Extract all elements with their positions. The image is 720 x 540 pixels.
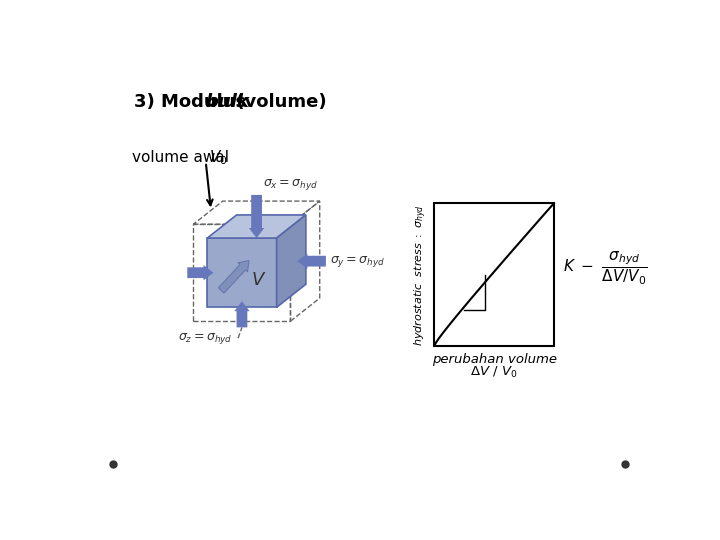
Text: V: V xyxy=(251,272,264,289)
FancyArrow shape xyxy=(234,301,250,327)
Text: $V_0$: $V_0$ xyxy=(209,148,228,166)
Text: $K\ -\ \dfrac{\sigma_{hyd}}{\Delta V/V_0}$: $K\ -\ \dfrac{\sigma_{hyd}}{\Delta V/V_0… xyxy=(563,249,647,287)
Text: volume awal: volume awal xyxy=(132,150,234,165)
Polygon shape xyxy=(207,238,276,307)
Text: perubahan volume: perubahan volume xyxy=(431,353,557,366)
FancyArrow shape xyxy=(249,195,264,238)
Text: $\sigma_z = \sigma_{hyd}$: $\sigma_z = \sigma_{hyd}$ xyxy=(178,330,233,346)
Text: $\Delta V\ /\ V_0$: $\Delta V\ /\ V_0$ xyxy=(470,364,518,380)
FancyArrow shape xyxy=(187,265,213,280)
Text: (volume): (volume) xyxy=(230,93,327,111)
Bar xyxy=(434,204,554,346)
Text: bulk: bulk xyxy=(206,93,250,111)
Polygon shape xyxy=(207,215,306,238)
FancyArrow shape xyxy=(297,253,326,269)
Polygon shape xyxy=(276,215,306,307)
Text: $\sigma_x = \sigma_{hyd}$: $\sigma_x = \sigma_{hyd}$ xyxy=(263,177,318,192)
FancyArrow shape xyxy=(218,261,249,293)
Text: $\sigma_y = \sigma_{hyd}$: $\sigma_y = \sigma_{hyd}$ xyxy=(330,254,385,268)
Text: $hydrostatic\ \ stress\ :\ \sigma_{hyd}$: $hydrostatic\ \ stress\ :\ \sigma_{hyd}$ xyxy=(413,204,429,346)
Text: 3) Modulus: 3) Modulus xyxy=(134,93,253,111)
